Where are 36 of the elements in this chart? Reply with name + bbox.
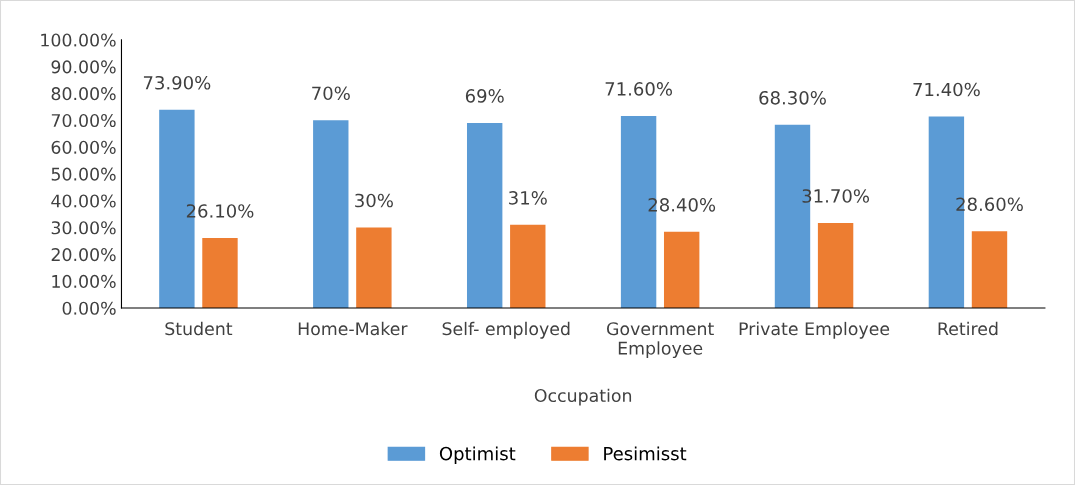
data-label: 31% (509, 191, 547, 205)
x-tick-label: Private Employee (739, 321, 890, 339)
y-tick-label: 100.00% (41, 33, 116, 47)
y-tick-label: 90.00% (51, 60, 116, 74)
y-tick-label: 10.00% (52, 274, 116, 288)
x-axis-title: Occupation (534, 388, 632, 406)
x-tick-label: Home-Maker (298, 321, 408, 336)
data-label: 73.90% (143, 75, 211, 90)
bar (313, 120, 349, 308)
y-tick-label: 60.00% (51, 140, 116, 154)
data-label: 30% (355, 193, 393, 208)
x-tick-label: Self- employed (442, 321, 570, 339)
data-label: 69% (465, 89, 504, 103)
data-label: 68.30% (759, 90, 826, 105)
data-label: 71.60% (605, 82, 673, 96)
bar (466, 122, 503, 308)
y-tick-label: 80.00% (51, 87, 116, 101)
data-label: 70% (312, 86, 350, 101)
y-tick-label: 30.00% (51, 221, 116, 235)
x-tick-label: Student (165, 321, 233, 336)
y-tick-label: 40.00% (51, 194, 116, 208)
y-tick-label: 70.00% (51, 113, 116, 128)
y-tick-label: 50.00% (51, 167, 116, 181)
legend-label: Pesimisst (604, 446, 687, 461)
bar (663, 231, 700, 308)
bar (817, 222, 854, 308)
x-tick-label: Government Employee (606, 322, 714, 359)
y-tick-label: 0.00% (62, 301, 116, 315)
bar (356, 227, 392, 308)
bar (510, 224, 546, 308)
legend-label: Optimist (439, 446, 516, 464)
data-label: 71.40% (913, 82, 980, 97)
bar (202, 237, 238, 308)
bar (971, 231, 1008, 308)
x-tick-label: Retired (938, 321, 998, 336)
y-tick-label: 20.00% (51, 248, 116, 262)
